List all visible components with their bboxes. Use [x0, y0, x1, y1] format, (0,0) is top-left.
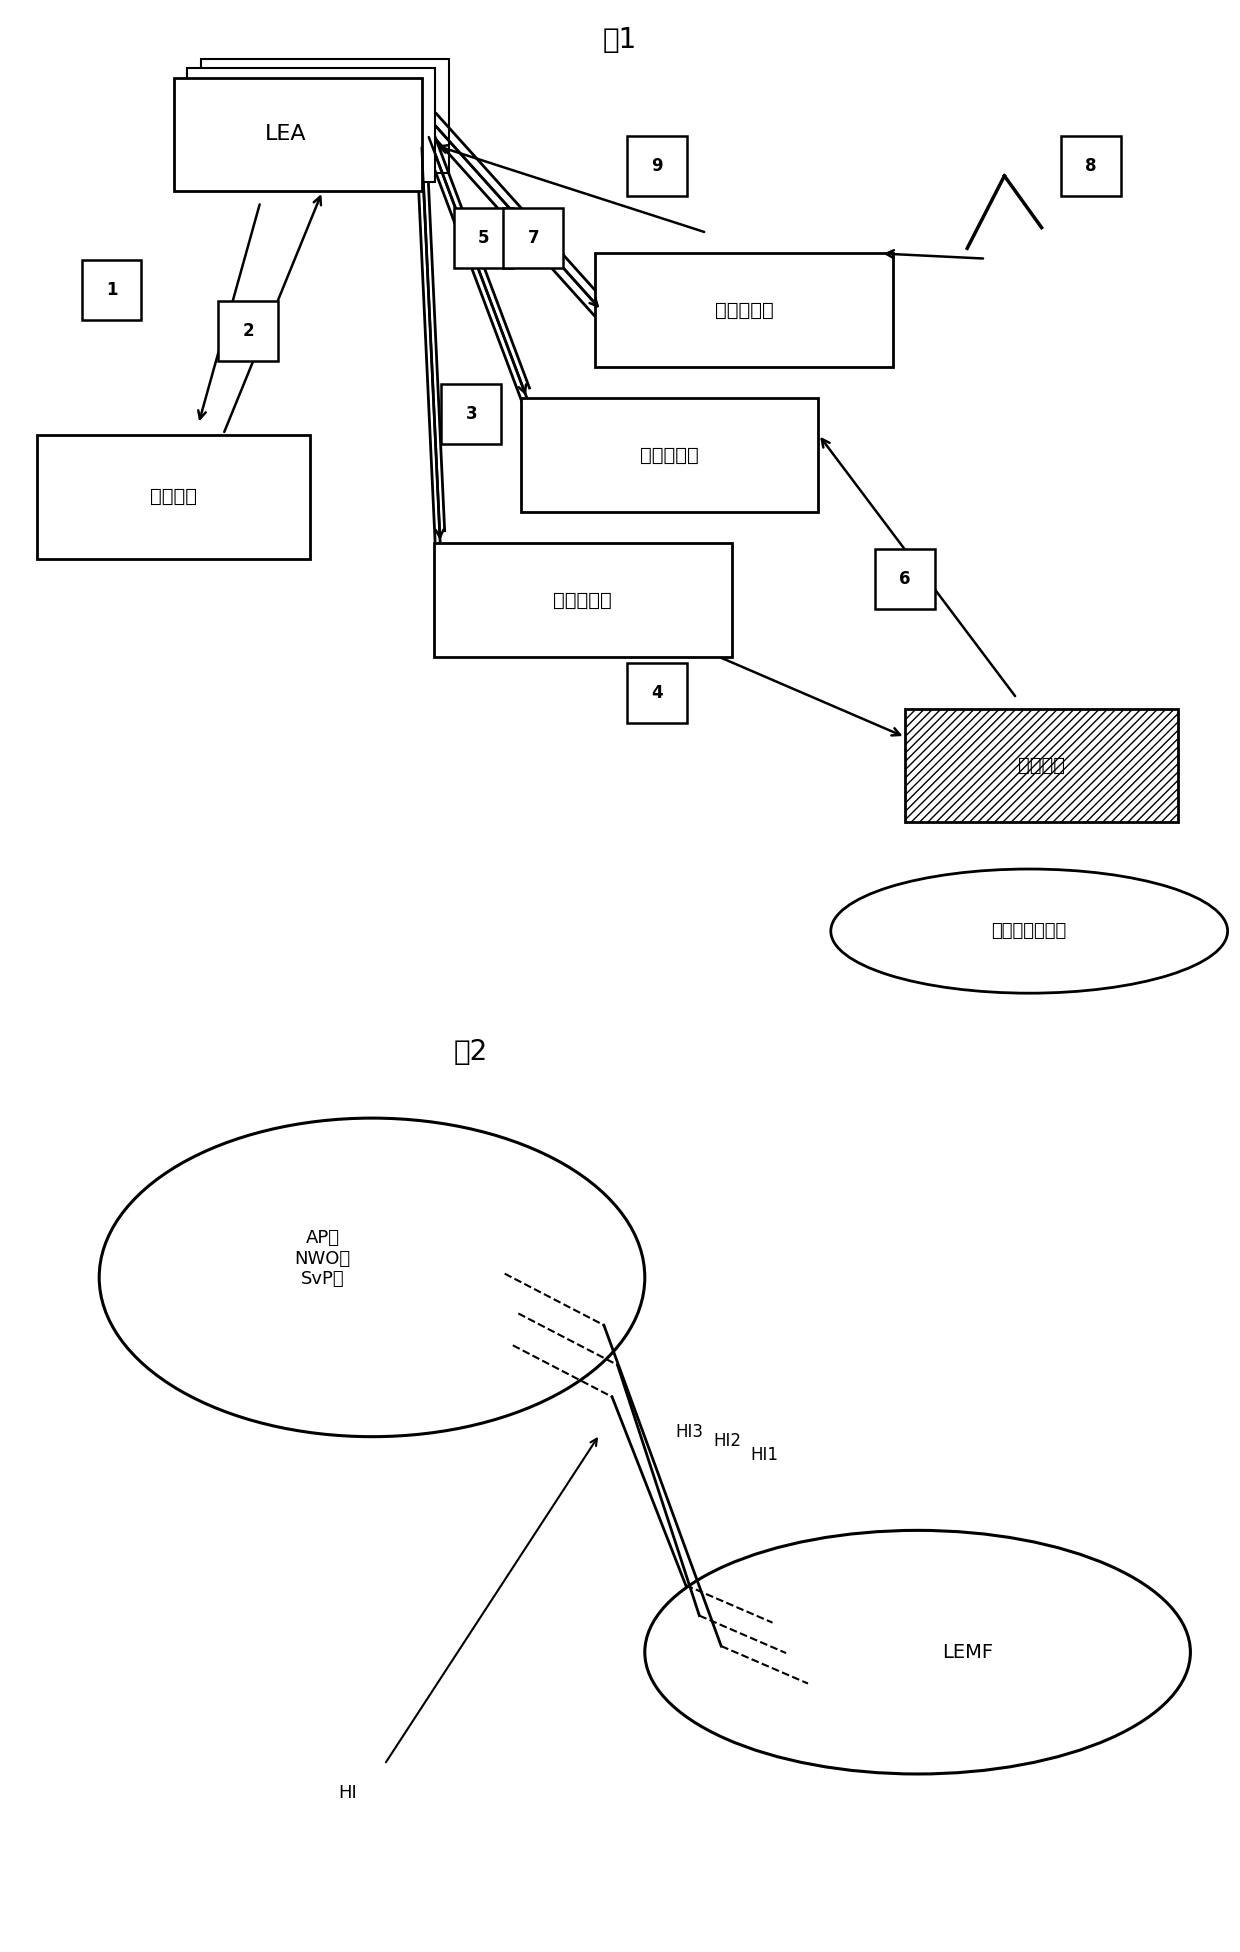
- Bar: [1061, 135, 1121, 195]
- Text: 9: 9: [651, 156, 663, 174]
- Ellipse shape: [831, 869, 1228, 994]
- Ellipse shape: [99, 1118, 645, 1437]
- Bar: [218, 301, 278, 361]
- Text: 接入提供商: 接入提供商: [553, 591, 613, 609]
- Text: 业务提供商: 业务提供商: [714, 301, 774, 320]
- Bar: [595, 254, 893, 367]
- Text: 4: 4: [651, 683, 663, 703]
- Text: 7: 7: [527, 228, 539, 248]
- Text: AP或
NWO或
SvP域: AP或 NWO或 SvP域: [294, 1230, 351, 1288]
- Bar: [454, 209, 513, 267]
- Text: 2: 2: [242, 322, 254, 340]
- Bar: [174, 78, 422, 191]
- Text: 目标身份的动作: 目标身份的动作: [992, 921, 1066, 941]
- Bar: [37, 435, 310, 558]
- Bar: [503, 209, 563, 267]
- Text: HI1: HI1: [750, 1446, 779, 1464]
- Bar: [187, 68, 435, 182]
- Text: 6: 6: [899, 570, 911, 588]
- Text: HI3: HI3: [676, 1423, 704, 1441]
- Bar: [521, 398, 818, 511]
- Text: 3: 3: [465, 404, 477, 424]
- Text: HI: HI: [337, 1784, 357, 1802]
- Ellipse shape: [645, 1530, 1190, 1774]
- Bar: [627, 135, 687, 195]
- Text: 5: 5: [477, 228, 490, 248]
- Text: 图2: 图2: [454, 1038, 489, 1066]
- Text: 8: 8: [1085, 156, 1097, 174]
- Bar: [441, 385, 501, 443]
- Bar: [201, 59, 449, 174]
- Bar: [905, 709, 1178, 822]
- Bar: [875, 549, 935, 609]
- Text: 图1: 图1: [603, 25, 637, 55]
- Text: LEMF: LEMF: [941, 1644, 993, 1661]
- Text: HI2: HI2: [713, 1433, 742, 1450]
- Bar: [434, 543, 732, 658]
- Text: LEA: LEA: [264, 125, 306, 144]
- Bar: [82, 260, 141, 320]
- Text: 1: 1: [105, 281, 118, 299]
- Text: 网络运营商: 网络运营商: [640, 445, 699, 465]
- Text: 授权机构: 授权机构: [150, 488, 197, 506]
- Text: 目标身份: 目标身份: [1018, 755, 1065, 775]
- Bar: [627, 664, 687, 722]
